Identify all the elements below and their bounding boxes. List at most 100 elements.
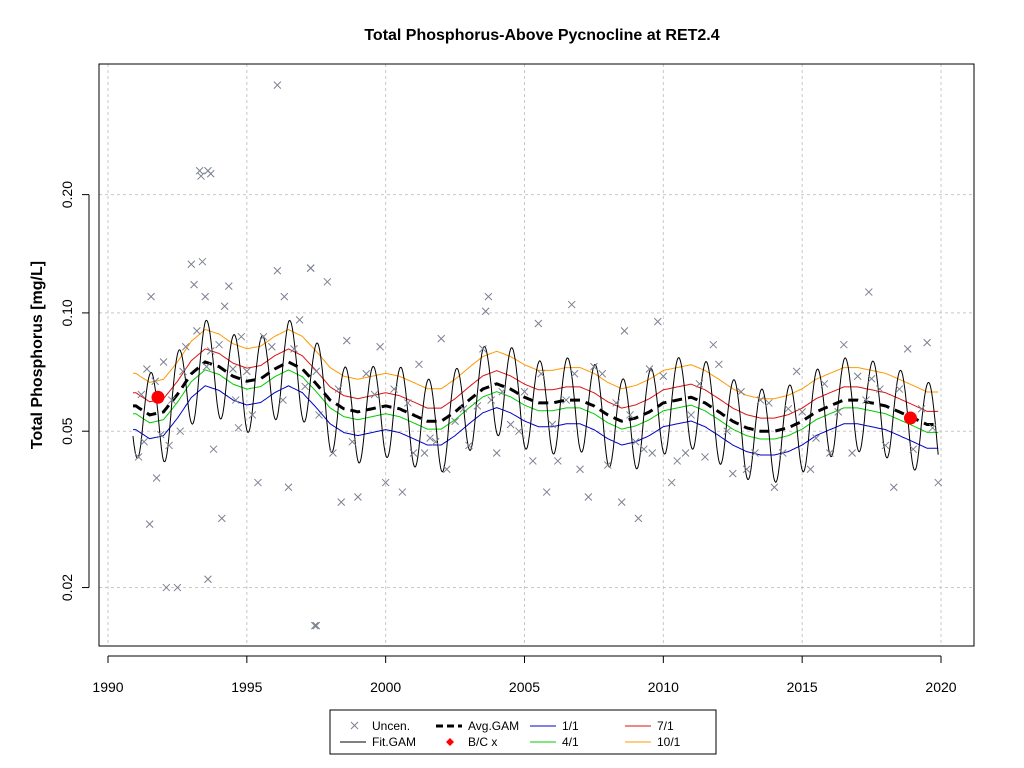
uncensored-point [612,399,620,407]
legend-item-q10: 10/1 [625,735,681,749]
uncensored-point [162,583,171,592]
uncensored-point [812,434,820,443]
uncensored-point [437,334,446,343]
uncensored-point [237,332,246,341]
uncensored-point [820,379,829,388]
series-avg-gam [133,360,939,433]
bc-point [151,390,165,404]
uncensored-point [701,453,709,461]
y-tick-label: 0.10 [59,299,75,326]
uncensored-point [451,417,459,426]
uncensored-point [187,260,196,269]
legend-item-fit: Fit.GAM [340,735,416,749]
uncensored-point [617,498,626,506]
uncensored-point [626,411,634,419]
uncensored-point [515,427,523,436]
uncensored-point [723,427,732,436]
uncensored-point [370,390,379,399]
uncensored-point [492,449,501,457]
uncensored-point [923,338,931,347]
legend-item-q1: 1/1 [530,719,579,733]
uncensored-point [204,575,212,584]
uncensored-point [681,449,690,457]
y-axis: 0.02 0.05 0.10 0.20 [59,181,90,601]
uncensored-point [426,434,434,443]
legend-item-q7: 7/1 [625,719,674,733]
uncensored-point [145,520,154,529]
plot-frame [98,63,975,647]
uncensored-point [301,382,309,391]
uncensored-point [273,81,282,89]
uncensored-point [864,288,873,296]
uncensored-point [567,300,576,309]
uncensored-point [487,396,496,404]
uncensored-points [134,81,943,630]
uncensored-point [334,385,343,393]
uncensored-point [764,399,773,407]
uncensored-point [465,441,473,450]
uncensored-point [215,340,223,349]
uncensored-point [323,277,332,286]
uncensored-point [231,396,240,404]
legend-label: 4/1 [562,735,579,749]
uncensored-point [484,292,493,301]
uncensored-point [415,360,423,369]
uncensored-point [362,369,371,378]
uncensored-point [312,367,321,376]
x-tick-label: 2010 [648,679,679,695]
uncensored-point [570,369,579,378]
legend: Uncen. Avg.GAM 1/1 7/1 Fit.GAM B/C x 4/1 10/1 [329,709,717,755]
x-tick-label: 2020 [925,679,956,695]
uncensored-point [311,621,319,630]
legend-label: Uncen. [372,719,410,733]
uncensored-point [667,478,676,487]
uncensored-point [137,390,146,399]
y-tick-label: 0.02 [59,574,75,601]
uncensored-point [459,404,468,413]
uncensored-point [248,411,257,419]
uncensored-point [917,404,926,413]
plot-series [132,81,943,630]
uncensored-point [653,317,662,326]
uncensored-point [909,445,918,454]
uncensored-point [792,367,801,376]
uncensored-point [234,423,243,432]
uncensored-point [229,365,237,373]
uncensored-point [881,441,890,450]
uncensored-point [242,367,251,376]
uncensored-point [806,465,815,474]
uncensored-point [528,457,537,465]
uncensored-point [895,385,904,393]
uncensored-point [273,266,282,275]
uncensored-point [473,402,482,410]
uncensored-point [687,411,695,419]
uncensored-point [634,514,643,523]
uncensored-point [548,420,557,429]
uncensored-point [195,166,204,175]
uncensored-point [598,369,607,378]
legend-label: 10/1 [657,735,681,749]
uncensored-point [862,396,870,404]
series-7-1 [133,348,939,419]
uncensored-point [224,282,233,290]
grid [99,64,974,646]
uncensored-point [590,362,598,371]
uncensored-point [737,387,745,396]
uncensored-point [151,377,160,386]
uncensored-point [784,404,793,413]
x-tick-label: 2005 [509,679,540,695]
uncensored-point [312,621,321,630]
uncensored-point [553,457,562,465]
uncensored-point [934,478,943,487]
legend-item-avg: Avg.GAM [436,719,519,733]
uncensored-point [220,302,229,311]
uncensored-point [202,362,211,371]
x-tick-label: 2015 [787,679,818,695]
uncensored-point [254,478,262,487]
uncensored-point [290,345,298,353]
uncensored-point [648,449,657,457]
uncensored-point [206,347,215,355]
legend-item-uncen: Uncen. [350,719,410,733]
uncensored-point [584,493,593,501]
